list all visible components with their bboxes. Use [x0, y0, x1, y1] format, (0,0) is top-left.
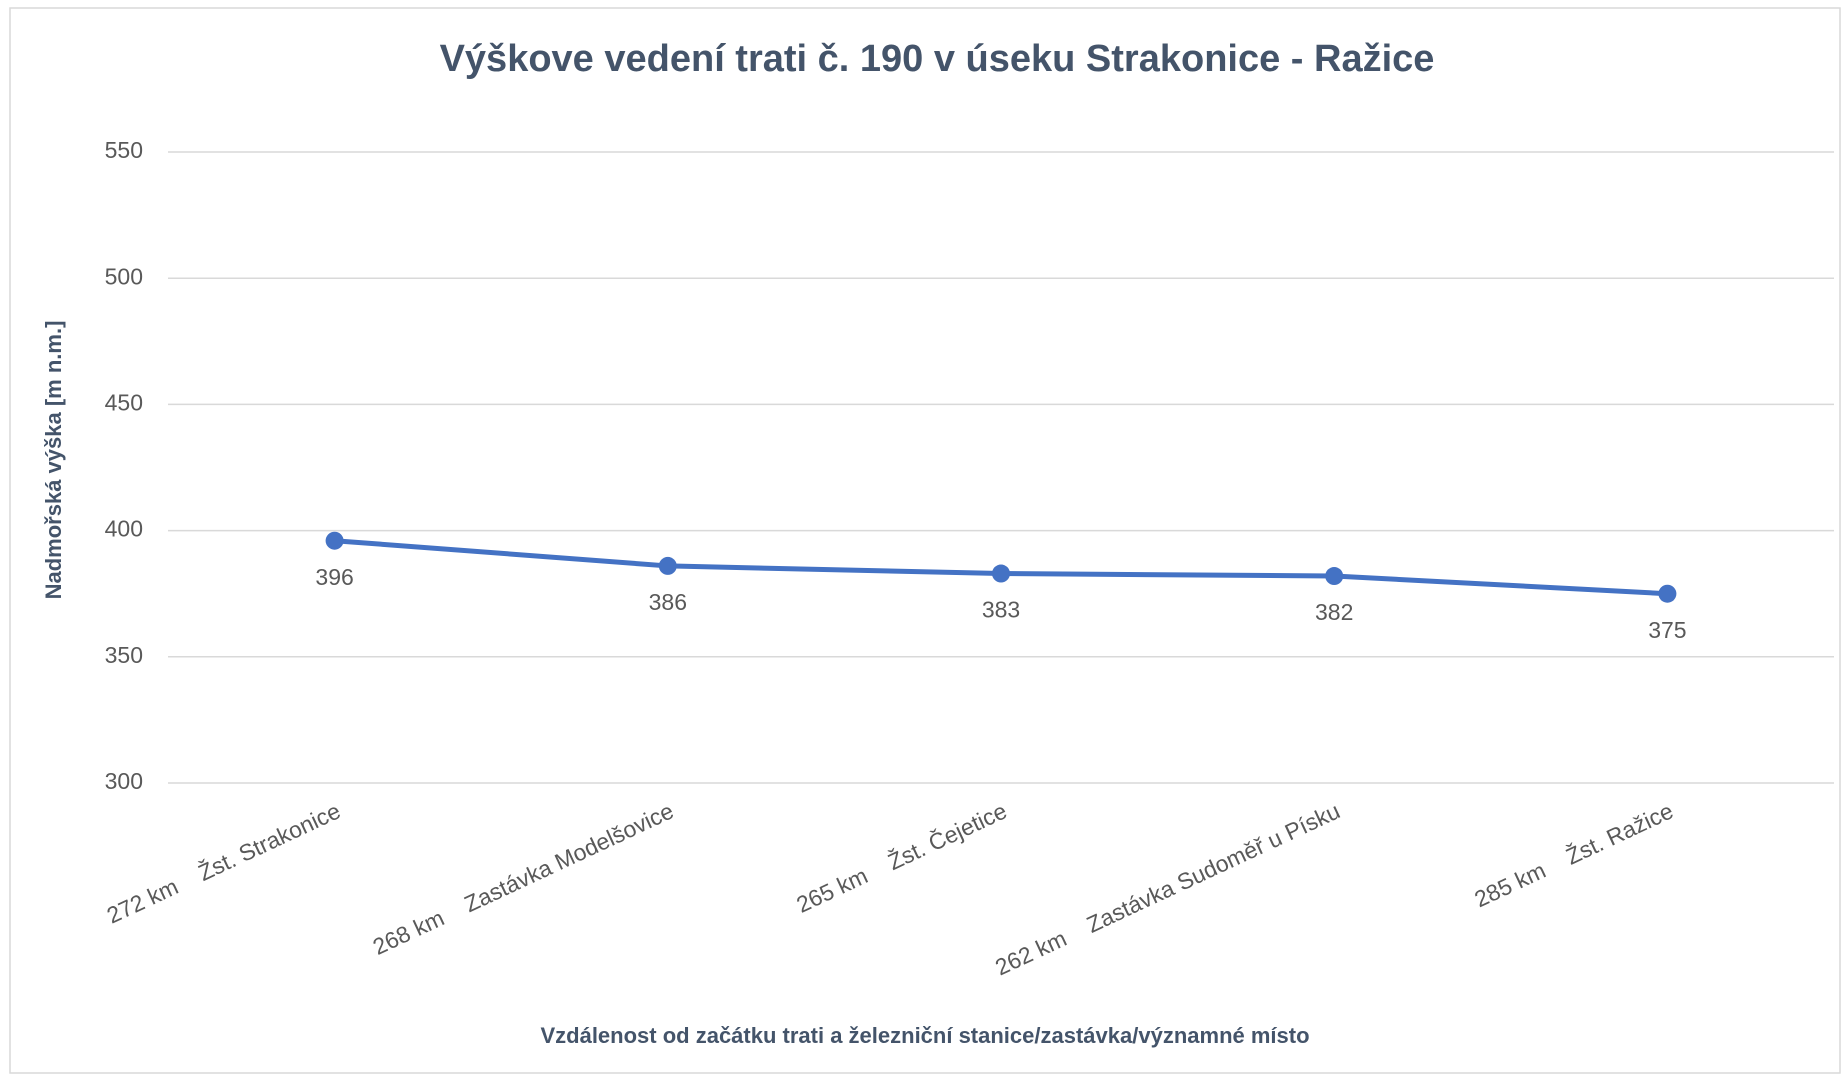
marker [658, 556, 677, 575]
y-tick-label: 350 [105, 642, 143, 668]
x-axis-title: Vzdálenost od začátku trati a železniční… [540, 1023, 1309, 1048]
data-label: 375 [1648, 617, 1686, 643]
marker [1325, 567, 1344, 586]
data-label: 382 [1315, 599, 1353, 625]
y-tick-label: 400 [105, 516, 143, 542]
y-tick-label: 300 [105, 768, 143, 794]
chart-border [9, 7, 1841, 1074]
y-tick-label: 500 [105, 263, 143, 289]
marker [325, 531, 344, 550]
y-tick-label: 450 [105, 389, 143, 415]
y-axis-title: Nadmořská výška [m n.m.] [41, 321, 66, 600]
marker [1658, 584, 1677, 603]
data-label: 386 [649, 589, 687, 615]
data-label: 383 [982, 597, 1020, 623]
marker [992, 564, 1010, 583]
chart-title: Výškove vedení trati č. 190 v úseku Stra… [440, 38, 1435, 80]
data-label: 396 [315, 564, 353, 590]
y-tick-label: 550 [105, 137, 143, 163]
